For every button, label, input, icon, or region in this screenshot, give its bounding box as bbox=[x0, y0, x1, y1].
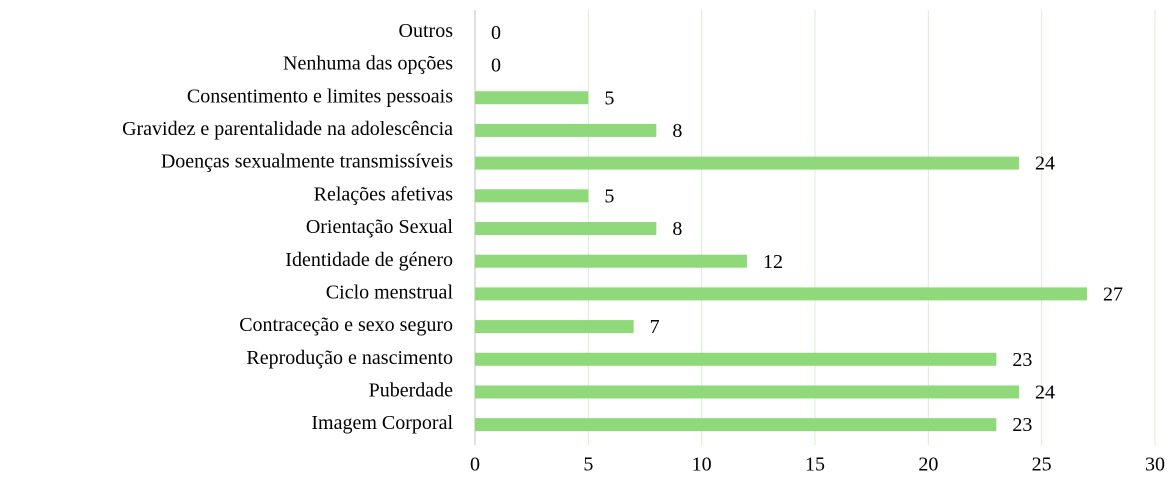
data-label: 24 bbox=[1035, 153, 1055, 175]
data-label: 5 bbox=[604, 185, 614, 207]
y-tick-label: Ciclo menstrual bbox=[326, 281, 454, 303]
y-tick-label: Doenças sexualmente transmissíveis bbox=[161, 151, 453, 173]
data-label: 23 bbox=[1012, 349, 1032, 371]
bar bbox=[475, 320, 634, 334]
x-tick-label: 20 bbox=[918, 454, 938, 476]
x-tick-label: 25 bbox=[1032, 454, 1052, 476]
y-tick-label: Identidade de género bbox=[285, 249, 453, 271]
y-tick-label: Relações afetivas bbox=[314, 183, 454, 205]
data-label: 5 bbox=[604, 87, 614, 109]
data-label: 8 bbox=[672, 120, 682, 142]
data-label: 12 bbox=[763, 251, 783, 273]
bar bbox=[475, 254, 747, 268]
data-label: 8 bbox=[672, 218, 682, 240]
y-tick-label: Consentimento e limites pessoais bbox=[187, 85, 453, 107]
data-label: 27 bbox=[1103, 283, 1123, 305]
y-tick-label: Imagem Corporal bbox=[311, 412, 453, 434]
bar bbox=[475, 352, 997, 366]
bar bbox=[475, 287, 1087, 301]
data-label: 24 bbox=[1035, 382, 1055, 404]
bar bbox=[475, 385, 1019, 399]
x-tick-label: 15 bbox=[805, 454, 825, 476]
bar bbox=[475, 123, 657, 137]
bar bbox=[475, 189, 589, 203]
data-label: 7 bbox=[650, 316, 660, 338]
x-tick-label: 30 bbox=[1145, 454, 1165, 476]
x-tick-label: 0 bbox=[470, 454, 480, 476]
y-tick-label: Reprodução e nascimento bbox=[246, 347, 453, 369]
y-tick-label: Orientação Sexual bbox=[306, 216, 454, 238]
x-tick-label: 5 bbox=[583, 454, 593, 476]
y-tick-label: Contraceção e sexo seguro bbox=[239, 314, 453, 336]
bar bbox=[475, 418, 997, 432]
y-tick-label: Puberdade bbox=[369, 380, 454, 402]
y-tick-label: Outros bbox=[399, 20, 454, 42]
data-label: 23 bbox=[1012, 414, 1032, 436]
bar bbox=[475, 156, 1019, 170]
data-label: 0 bbox=[491, 55, 501, 77]
y-tick-label: Nenhuma das opções bbox=[283, 53, 453, 75]
bar bbox=[475, 222, 657, 235]
bar bbox=[475, 91, 589, 105]
x-tick-label: 10 bbox=[692, 454, 712, 476]
y-tick-label: Gravidez e parentalidade na adolescência bbox=[122, 118, 453, 140]
data-label: 0 bbox=[491, 22, 501, 44]
